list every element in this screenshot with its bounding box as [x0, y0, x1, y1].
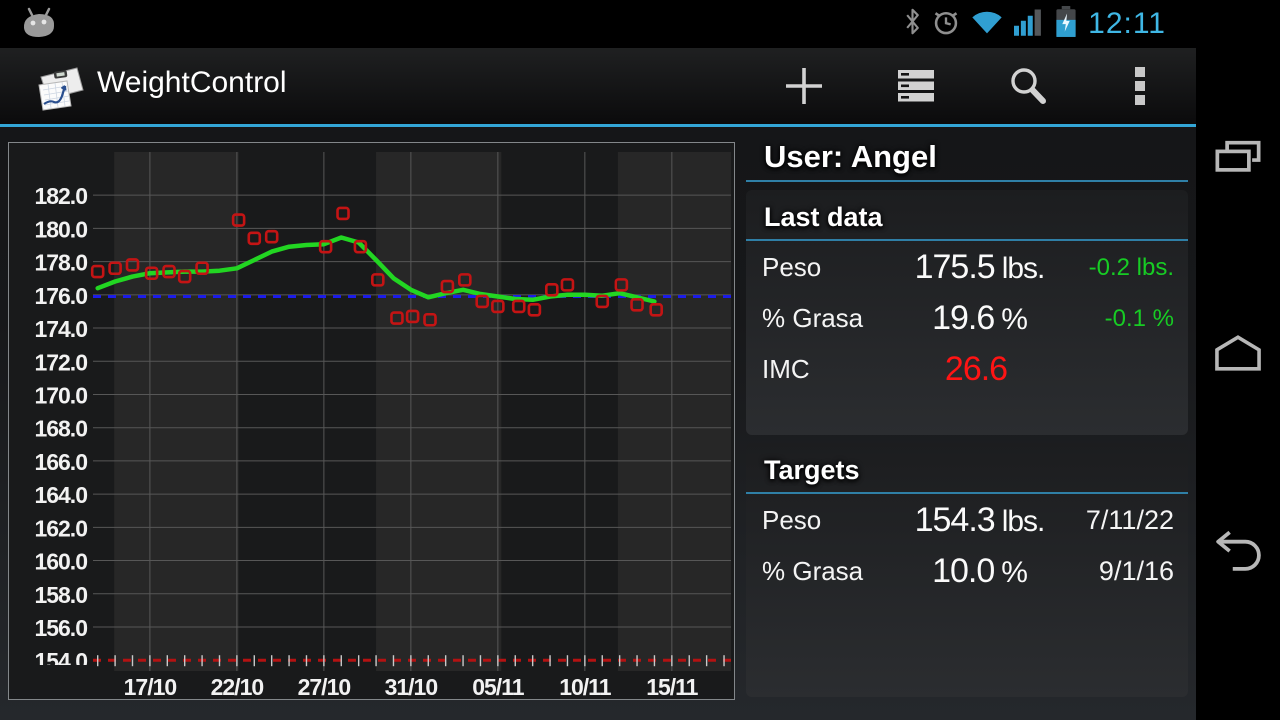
- back-button[interactable]: [1212, 526, 1264, 572]
- row-value: 19.6%: [932, 299, 1028, 337]
- svg-text:182.0: 182.0: [34, 183, 87, 209]
- row-value: 175.5 lbs.: [914, 248, 1046, 286]
- svg-text:156.0: 156.0: [34, 615, 87, 641]
- last-data-row-peso: Peso 175.5 lbs. -0.2 lbs.: [746, 243, 1188, 292]
- last-data-card: Last data Peso 175.5 lbs. -0.2 lbs. % Gra…: [746, 190, 1188, 435]
- row-label: Peso: [762, 252, 822, 282]
- target-row-peso: Peso 154.3 lbs. 7/11/22: [746, 496, 1188, 545]
- row-date: 7/11/22: [1085, 505, 1174, 535]
- svg-text:164.0: 164.0: [34, 482, 87, 508]
- weightcontrol-app: WeightControl: [0, 48, 1196, 720]
- weight-scale-chart-icon: [32, 60, 86, 119]
- divider: [746, 492, 1188, 494]
- svg-text:162.0: 162.0: [34, 515, 87, 541]
- svg-text:172.0: 172.0: [34, 349, 87, 375]
- last-data-row-imc: IMC 26.6: [746, 345, 1188, 394]
- svg-text:17/10: 17/10: [124, 674, 177, 700]
- row-date: 9/1/16: [1098, 556, 1174, 586]
- status-bar: 12:11: [0, 0, 1280, 48]
- targets-header: Targets: [764, 455, 860, 485]
- user-title: User: Angel: [764, 139, 937, 174]
- divider: [746, 180, 1188, 182]
- bluetooth-icon: [904, 8, 921, 40]
- svg-text:160.0: 160.0: [34, 549, 87, 575]
- row-delta: -0.2 lbs.: [1088, 253, 1174, 281]
- home-button[interactable]: [1212, 330, 1264, 376]
- row-label: Peso: [762, 505, 822, 535]
- battery-charging-icon: [1055, 5, 1077, 43]
- svg-text:10/11: 10/11: [559, 674, 611, 700]
- overflow-menu-icon: [1135, 67, 1145, 105]
- svg-text:15/11: 15/11: [646, 674, 698, 700]
- svg-text:174.0: 174.0: [34, 316, 87, 342]
- overflow-menu-button[interactable]: [1084, 48, 1196, 124]
- svg-text:05/11: 05/11: [472, 674, 524, 700]
- svg-text:27/10: 27/10: [298, 674, 351, 700]
- svg-text:178.0: 178.0: [34, 250, 87, 276]
- row-delta: -0.1 %: [1104, 304, 1174, 332]
- wifi-icon: [971, 9, 1003, 40]
- entries-list-button[interactable]: [860, 48, 972, 124]
- target-row-grasa: % Grasa 10.0% 9/1/16: [746, 547, 1188, 596]
- svg-text:180.0: 180.0: [34, 216, 87, 242]
- side-panel: User: Angel Last data Peso 175.5 lbs. -0.…: [746, 130, 1188, 697]
- row-value: 26.6: [944, 350, 1008, 388]
- alarm-icon: [932, 8, 960, 41]
- plus-icon: [786, 68, 822, 104]
- last-data-header: Last data: [764, 202, 883, 232]
- row-value: 10.0%: [932, 552, 1028, 590]
- app-title: WeightControl: [97, 66, 287, 99]
- divider: [746, 239, 1188, 241]
- clock-time: 12:11: [1088, 7, 1166, 40]
- targets-card: Targets Peso 154.3 lbs. 7/11/22 % Grasa 1…: [746, 443, 1188, 697]
- row-value: 154.3 lbs.: [914, 501, 1046, 539]
- svg-text:170.0: 170.0: [34, 382, 87, 408]
- navigation-bar: [1196, 48, 1280, 720]
- action-bar: WeightControl: [0, 48, 1196, 127]
- svg-text:154.0: 154.0: [34, 648, 87, 674]
- svg-text:31/10: 31/10: [385, 674, 438, 700]
- svg-text:158.0: 158.0: [34, 582, 87, 608]
- svg-text:168.0: 168.0: [34, 416, 87, 442]
- weight-chart[interactable]: 182.0 180.0 178.0 176.0 174.0 172.0 170.0 168.0…: [8, 142, 735, 700]
- row-label: % Grasa: [762, 556, 864, 586]
- svg-text:22/10: 22/10: [211, 674, 264, 700]
- android-icon: [20, 6, 58, 47]
- row-label: IMC: [762, 354, 810, 384]
- search-button[interactable]: [972, 48, 1084, 124]
- svg-text:176.0: 176.0: [34, 283, 87, 309]
- entries-list-icon: [898, 70, 934, 102]
- search-icon: [1011, 68, 1046, 104]
- recents-button[interactable]: [1212, 136, 1264, 182]
- signal-icon: [1014, 8, 1044, 41]
- last-data-row-grasa: % Grasa 19.6% -0.1 %: [746, 294, 1188, 343]
- row-label: % Grasa: [762, 303, 864, 333]
- add-entry-button[interactable]: [748, 48, 860, 124]
- svg-text:166.0: 166.0: [34, 449, 87, 475]
